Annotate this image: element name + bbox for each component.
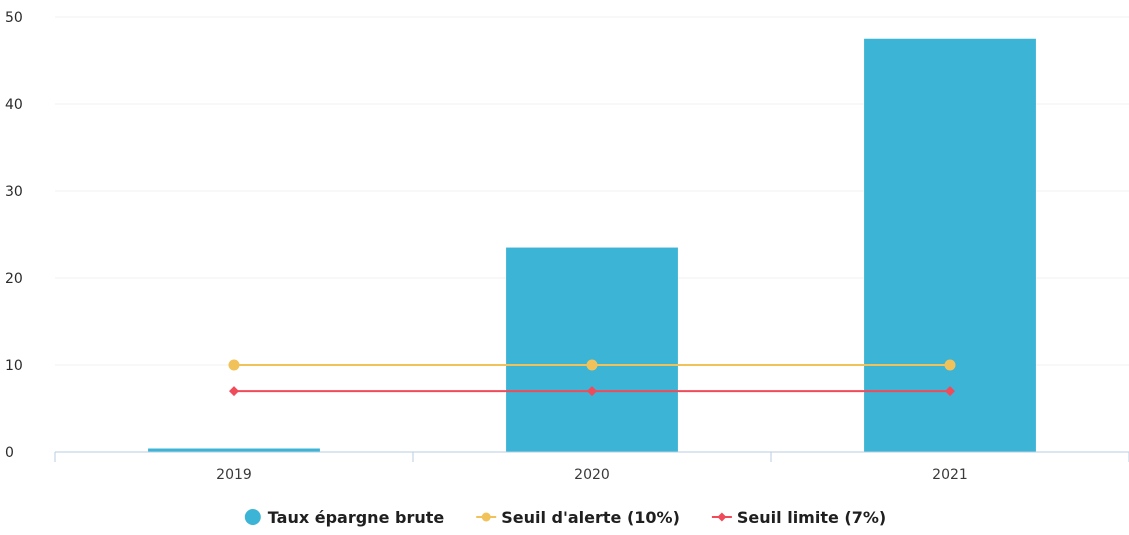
x-tick-label-2021: 2021 [932, 467, 968, 483]
y-tick-label: 0 [5, 445, 14, 461]
legend[interactable]: Taux épargne brute Seuil d'alerte (10%) Se… [244, 508, 886, 527]
legend-item-1[interactable]: Seuil d'alerte (10%) [476, 508, 680, 527]
x-tick-label-2019: 2019 [216, 467, 252, 483]
x-axis [54, 451, 1129, 462]
point-seuil-alerte-2020[interactable] [586, 359, 598, 371]
legend-label: Seuil limite (7%) [737, 508, 886, 527]
bar-2021[interactable] [864, 38, 1036, 452]
y-axis: 0 10 20 30 40 50 [5, 10, 23, 461]
legend-item-0[interactable]: Taux épargne brute [244, 508, 445, 527]
y-tick-label: 20 [5, 271, 23, 287]
legend-label: Seuil d'alerte (10%) [501, 508, 680, 527]
legend-symbol-circle [244, 509, 261, 525]
y-tick-label: 50 [5, 10, 23, 26]
legend-item-2[interactable]: Seuil limite (7%) [711, 508, 886, 527]
legend-symbol-dot [481, 512, 491, 522]
point-seuil-limite-2019[interactable] [229, 386, 239, 397]
point-seuil-alerte-2021[interactable] [944, 359, 956, 371]
bar-2019[interactable] [148, 448, 320, 452]
x-tick-label-2020: 2020 [574, 467, 610, 483]
legend-label: Taux épargne brute [268, 508, 445, 527]
line-series [228, 359, 956, 397]
y-tick-label: 40 [5, 97, 23, 113]
bar-2020[interactable] [506, 247, 678, 452]
legend-symbol-diamond [717, 512, 727, 522]
point-seuil-limite-2021[interactable] [945, 386, 955, 397]
bar-series [148, 38, 1036, 452]
point-seuil-alerte-2019[interactable] [228, 359, 240, 371]
point-seuil-limite-2020[interactable] [587, 386, 597, 397]
y-tick-label: 30 [5, 184, 23, 200]
y-tick-label: 10 [5, 358, 23, 374]
x-tick-labels: 2019 2020 2021 [216, 467, 968, 483]
